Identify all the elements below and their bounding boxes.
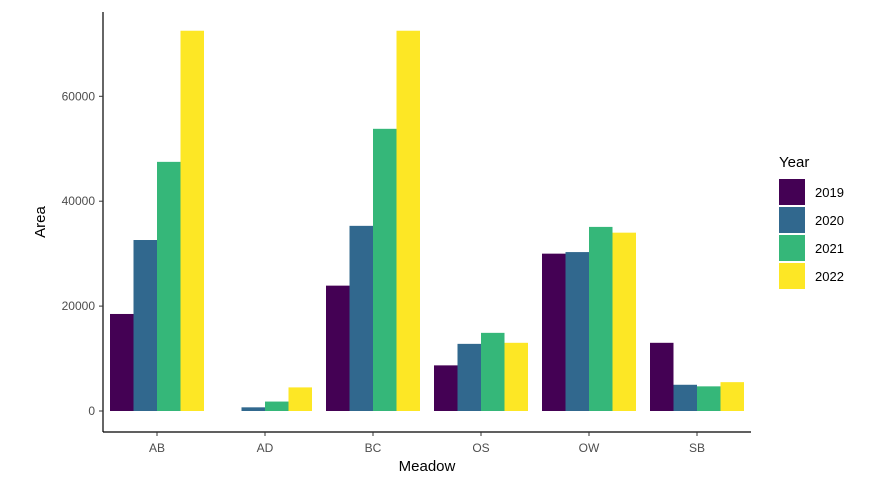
y-ticks: 0 20000 40000 60000: [62, 89, 103, 418]
bar-bc-2020: [349, 225, 373, 411]
bar-ad-2021: [265, 401, 289, 411]
bar-sb-2021: [697, 386, 721, 411]
bar-ab-2022: [180, 30, 204, 412]
y-tick-label: 40000: [62, 194, 96, 208]
bar-ab-2021: [157, 161, 181, 411]
x-tick-label: SB: [689, 441, 705, 455]
bar-os-2021: [481, 332, 505, 411]
y-tick-label: 20000: [62, 299, 96, 313]
bar-os-2019: [434, 365, 458, 411]
bar-ow-2021: [589, 226, 613, 411]
bar-ow-2019: [542, 253, 566, 411]
x-tick-label: BC: [365, 441, 382, 455]
bar-ad-2022: [288, 387, 312, 411]
x-axis-title: Meadow: [399, 458, 456, 475]
bar-sb-2020: [673, 384, 697, 411]
y-axis-title: Area: [32, 206, 49, 238]
y-tick-label: 0: [88, 404, 95, 418]
x-tick-label: AD: [257, 441, 274, 455]
y-tick-label: 60000: [62, 89, 96, 103]
legend-label-2021: 2021: [815, 241, 844, 256]
bar-ow-2022: [612, 232, 636, 411]
legend: Year 2019 2020 2021 2022: [779, 154, 844, 289]
legend-swatch-2022: [779, 263, 805, 289]
legend-title: Year: [779, 154, 809, 171]
bar-sb-2019: [650, 342, 674, 411]
bar-os-2022: [504, 342, 528, 411]
x-ticks: AB AD BC OS OW SB: [149, 432, 705, 455]
x-tick-label: AB: [149, 441, 165, 455]
legend-label-2022: 2022: [815, 269, 844, 284]
bar-os-2020: [457, 343, 481, 411]
bar-ab-2020: [133, 240, 157, 411]
bars-group: [110, 30, 744, 412]
x-tick-label: OS: [472, 441, 489, 455]
bar-sb-2022: [720, 382, 744, 411]
bar-ow-2020: [565, 252, 589, 411]
bar-ad-2020: [241, 407, 265, 411]
bar-bc-2019: [326, 285, 350, 411]
bar-ab-2019: [110, 313, 134, 411]
legend-swatch-2019: [779, 179, 805, 205]
bar-bc-2021: [373, 128, 397, 411]
x-tick-label: OW: [579, 441, 600, 455]
legend-swatch-2021: [779, 235, 805, 261]
legend-label-2019: 2019: [815, 185, 844, 200]
legend-swatch-2020: [779, 207, 805, 233]
bar-bc-2022: [396, 30, 420, 412]
legend-label-2020: 2020: [815, 213, 844, 228]
